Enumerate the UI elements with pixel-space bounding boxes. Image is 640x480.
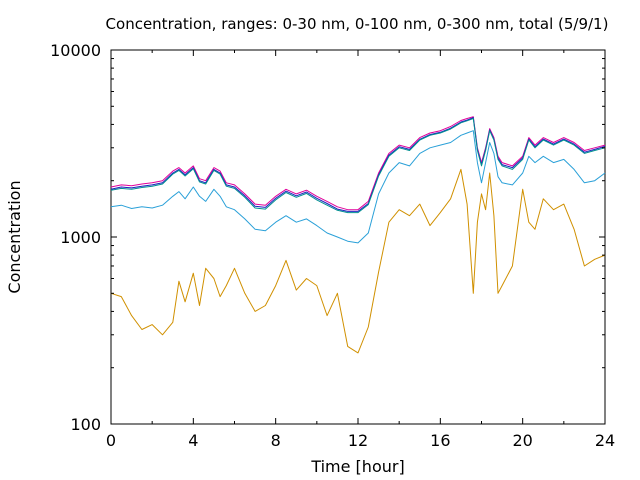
y-tick-label: 100 — [70, 415, 101, 434]
x-tick-label: 12 — [348, 431, 368, 450]
x-tick-label: 24 — [595, 431, 615, 450]
x-tick-label: 4 — [188, 431, 198, 450]
series-layer — [110, 116, 606, 354]
chart-title: Concentration, ranges: 0-30 nm, 0-100 nm… — [106, 15, 609, 33]
series-line-2 — [110, 117, 606, 212]
series-line-5 — [110, 168, 606, 354]
x-axis-label: Time [hour] — [310, 457, 404, 476]
x-tick-label: 20 — [512, 431, 532, 450]
series-line-1 — [110, 116, 606, 211]
series-line-4 — [110, 130, 606, 244]
y-tick-label: 1000 — [60, 228, 101, 247]
x-tick-label: 0 — [106, 431, 116, 450]
y-axis-label: Concentration — [5, 180, 24, 293]
y-tick-label: 10000 — [50, 41, 101, 60]
plot-frame — [110, 49, 606, 425]
x-tick-label: 16 — [430, 431, 450, 450]
x-tick-label: 8 — [271, 431, 281, 450]
x-axis-ticks: 0 4 8 12 16 20 24 — [106, 50, 615, 450]
y-axis-ticks: 100 1000 10000 — [50, 41, 605, 434]
series-line-3 — [110, 118, 606, 214]
